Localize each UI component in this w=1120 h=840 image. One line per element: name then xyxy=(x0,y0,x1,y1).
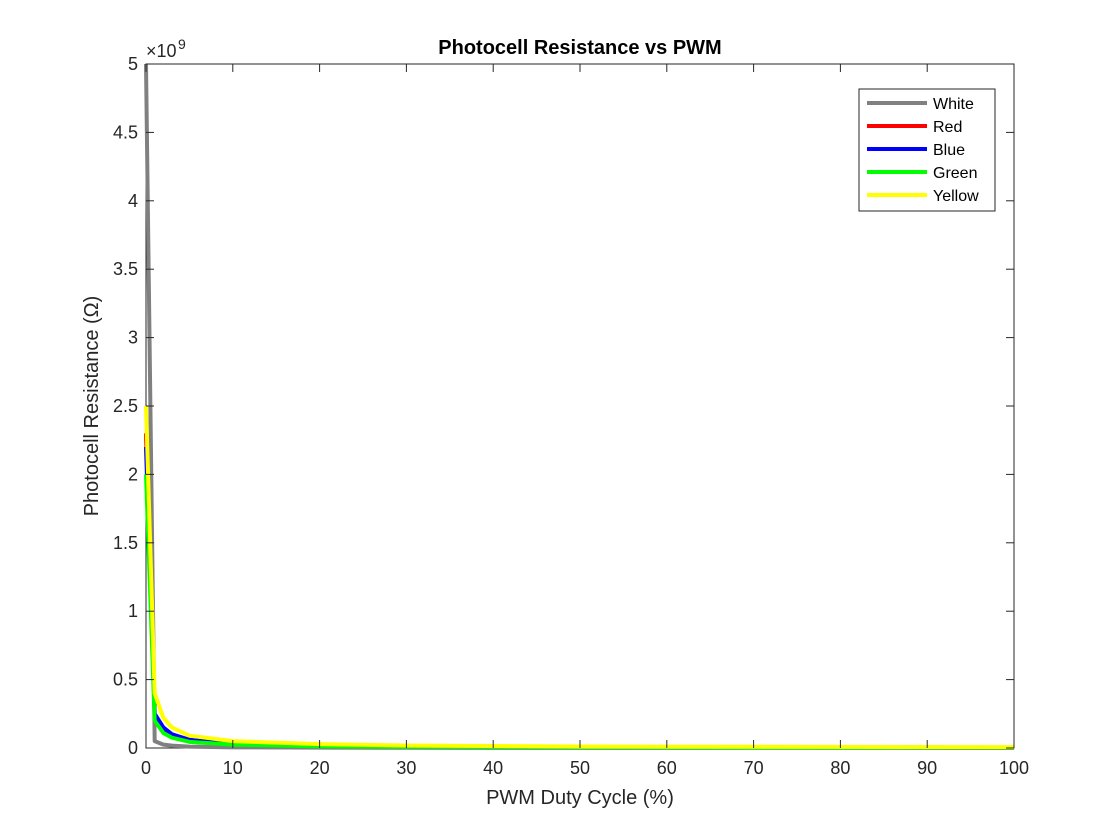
x-axis-label: PWM Duty Cycle (%) xyxy=(486,787,674,809)
legend-label-yellow: Yellow xyxy=(933,188,979,205)
legend: White Red Blue Green Yellow xyxy=(858,88,996,212)
x-axis: 0 10 20 30 40 50 60 70 80 90 100 xyxy=(141,64,1029,778)
y-tick-label: 4 xyxy=(128,191,138,211)
legend-label-blue: Blue xyxy=(933,142,965,159)
y-tick-label: 3.5 xyxy=(113,259,138,279)
x-tick-label: 30 xyxy=(396,758,416,778)
y-tick-label: 5 xyxy=(128,54,138,74)
y-exponent-label: ×10 9 xyxy=(146,36,186,61)
legend-label-white: White xyxy=(933,96,974,113)
legend-label-green: Green xyxy=(933,165,977,182)
x-tick-label: 0 xyxy=(141,758,151,778)
y-tick-label: 2 xyxy=(128,464,138,484)
x-tick-label: 100 xyxy=(999,758,1029,778)
x-tick-label: 50 xyxy=(570,758,590,778)
legend-label-red: Red xyxy=(933,119,962,136)
y-tick-label: 2.5 xyxy=(113,396,138,416)
x-tick-label: 10 xyxy=(223,758,243,778)
y-tick-label: 1 xyxy=(128,601,138,621)
y-axis: 0 0.5 1 1.5 2 2.5 3 3.5 4 4.5 5 xyxy=(113,54,1014,758)
x-tick-label: 20 xyxy=(310,758,330,778)
x-tick-label: 80 xyxy=(830,758,850,778)
y-exponent-base: ×10 xyxy=(146,41,177,61)
y-exponent-power: 9 xyxy=(178,36,186,52)
y-tick-label: 0.5 xyxy=(113,670,138,690)
y-tick-label: 0 xyxy=(128,738,138,758)
y-tick-label: 3 xyxy=(128,328,138,348)
chart-title: Photocell Resistance vs PWM xyxy=(438,37,721,59)
y-tick-label: 1.5 xyxy=(113,533,138,553)
x-tick-label: 60 xyxy=(657,758,677,778)
y-tick-label: 4.5 xyxy=(113,122,138,142)
x-tick-label: 40 xyxy=(483,758,503,778)
x-tick-label: 70 xyxy=(744,758,764,778)
y-axis-label: Photocell Resistance (Ω) xyxy=(81,296,103,517)
x-tick-label: 90 xyxy=(917,758,937,778)
